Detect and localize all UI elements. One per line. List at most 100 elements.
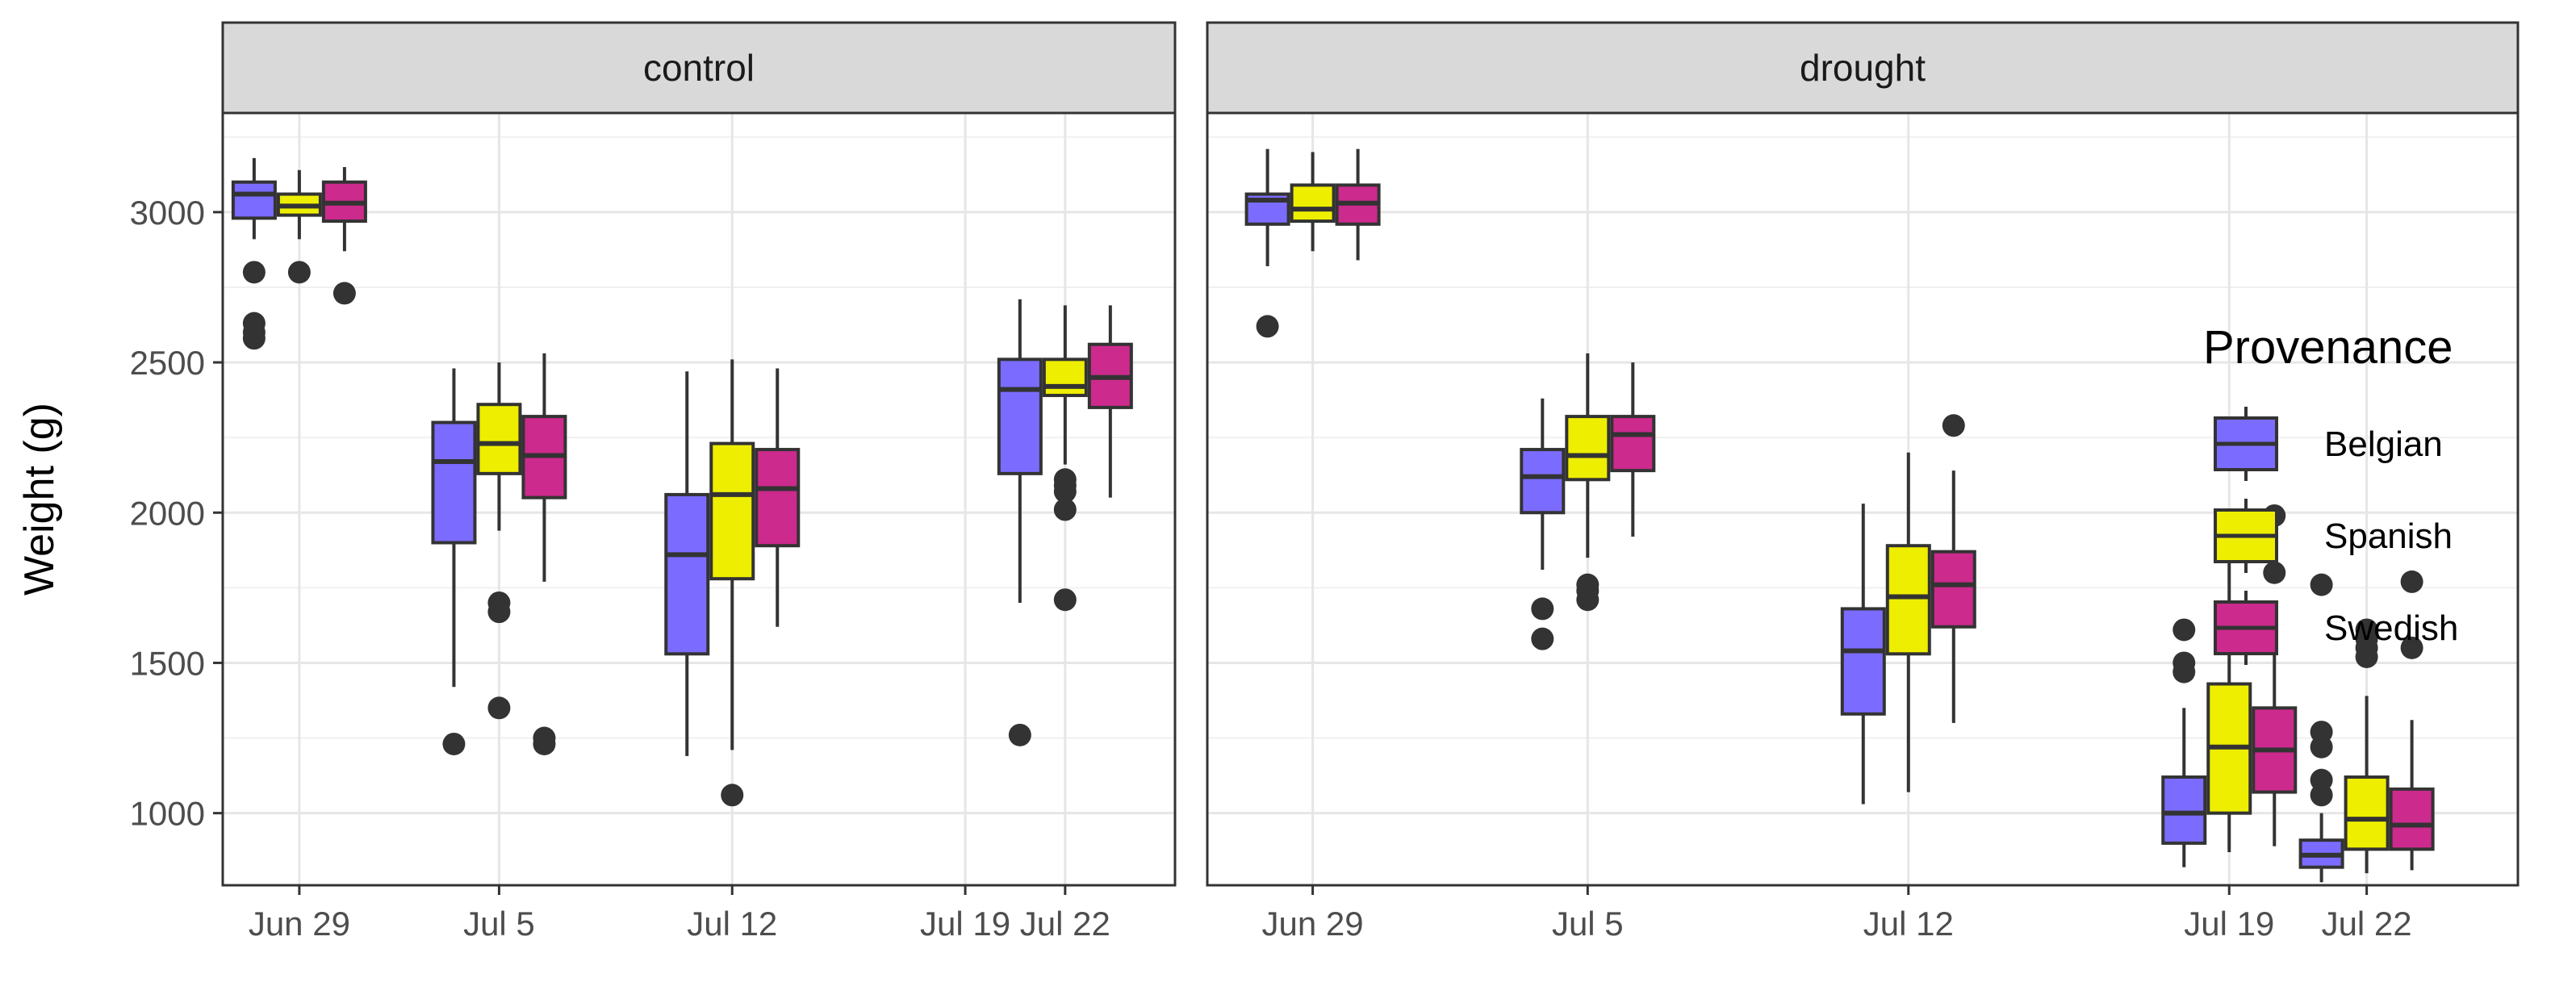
box-iqr xyxy=(1565,415,1611,482)
box-belgian-jun-29 xyxy=(1244,148,1290,338)
x-tick-label: Jun 29 xyxy=(1262,905,1364,943)
strip-background xyxy=(221,21,1177,115)
outlier-point xyxy=(1576,588,1600,612)
box-spanish-jul-5 xyxy=(1565,353,1611,612)
outlier-point xyxy=(2263,561,2286,584)
y-tick-label: 3000 xyxy=(130,194,205,232)
x-tick-label: Jul 19 xyxy=(920,905,1010,943)
box-swedish-jul-22 xyxy=(2389,570,2435,871)
box-swedish-jul-22 xyxy=(1087,305,1133,498)
box-swedish-jun-29 xyxy=(321,167,367,305)
box-spanish-jun-29 xyxy=(276,169,322,284)
box-swedish-jun-29 xyxy=(1335,148,1381,261)
box-iqr xyxy=(1840,607,1886,716)
outlier-point xyxy=(242,327,266,350)
legend-key-spanish xyxy=(2214,499,2278,573)
outlier-point xyxy=(1053,588,1077,612)
box-swedish-jul-5 xyxy=(521,353,567,755)
box-iqr xyxy=(997,357,1043,475)
y-tick-label: 1000 xyxy=(130,795,205,833)
outlier-point xyxy=(2400,636,2423,659)
legend-key-belgian xyxy=(2214,407,2278,481)
outlier-point xyxy=(1531,627,1554,650)
outlier-point xyxy=(2400,570,2423,593)
outlier-point xyxy=(2172,618,2196,642)
box-spanish-jun-29 xyxy=(1290,152,1336,252)
outlier-point xyxy=(2172,660,2196,684)
box-spanish-jul-12 xyxy=(709,359,755,807)
box-belgian-jul-12 xyxy=(664,371,710,756)
box-swedish-jul-12 xyxy=(755,368,801,627)
box-belgian-jul-22 xyxy=(997,299,1043,746)
outlier-point xyxy=(721,784,744,807)
outlier-point xyxy=(2355,645,2378,668)
outlier-point xyxy=(487,696,511,720)
box-belgian-jul-5 xyxy=(1520,398,1566,650)
box-spanish-jul-22 xyxy=(1042,305,1088,612)
y-axis: 1000 1500 2000 2500 3000 xyxy=(130,194,223,833)
box-iqr xyxy=(431,420,477,545)
box-iqr xyxy=(1042,357,1088,398)
x-tick-label: Jul 5 xyxy=(463,905,535,943)
box-swedish-jul-5 xyxy=(1610,362,1656,537)
y-tick-label: 2500 xyxy=(130,344,205,382)
box-iqr xyxy=(1885,544,1931,656)
x-tick-label: Jul 12 xyxy=(1863,905,1954,943)
outlier-point xyxy=(287,261,311,284)
legend-key-swedish xyxy=(2214,591,2278,665)
box-iqr xyxy=(2161,775,2207,845)
legend-label: Swedish xyxy=(2324,608,2458,648)
y-tick-label: 2000 xyxy=(130,494,205,532)
box-belgian-jul-22 xyxy=(2298,573,2344,883)
box-swedish-jul-12 xyxy=(1930,414,1976,723)
box-spanish-jul-19 xyxy=(2206,560,2252,853)
box-iqr xyxy=(231,180,277,220)
outlier-point xyxy=(487,600,511,624)
box-belgian-jul-12 xyxy=(1840,504,1886,805)
legend: Provenance Belgian Spanish Swedish xyxy=(2203,321,2458,665)
outlier-point xyxy=(1531,597,1554,621)
outlier-point xyxy=(332,282,356,305)
outlier-point xyxy=(533,732,556,755)
outlier-point xyxy=(1256,315,1279,338)
x-tick-label: Jun 29 xyxy=(249,905,350,943)
x-tick-label: Jul 19 xyxy=(2184,905,2274,943)
outlier-point xyxy=(2310,735,2333,759)
y-axis-title: Weight (g) xyxy=(16,403,63,596)
y-tick-label: 1500 xyxy=(130,644,205,682)
box-spanish-jul-5 xyxy=(476,362,522,720)
box-iqr xyxy=(1930,550,1976,629)
box-iqr xyxy=(755,448,801,548)
facet-panel-control: control Jun 29 Jul 5 Jul 12 Jul 19 Jul 22 xyxy=(221,21,1177,943)
outlier-point xyxy=(242,261,266,284)
outlier-point xyxy=(1942,414,1965,437)
strip-label: drought xyxy=(1800,47,1926,89)
box-iqr xyxy=(2389,787,2435,851)
strip-label: control xyxy=(643,47,755,89)
x-tick-label: Jul 12 xyxy=(687,905,777,943)
facet-panel-drought: drought Jun 29 Jul 5 Jul 12 Jul 19 Jul 22 xyxy=(1206,21,2520,943)
box-spanish-jul-12 xyxy=(1885,452,1931,792)
x-tick-label: Jul 5 xyxy=(1552,905,1624,943)
outlier-point xyxy=(1008,723,1031,746)
x-tick-label: Jul 22 xyxy=(2322,905,2412,943)
box-iqr xyxy=(1290,183,1336,224)
outlier-point xyxy=(1053,498,1077,521)
box-spanish-jul-22 xyxy=(2344,618,2390,874)
outlier-point xyxy=(2310,573,2333,596)
box-iqr xyxy=(709,441,755,581)
outlier-point xyxy=(442,732,466,755)
box-belgian-jun-29 xyxy=(231,157,277,350)
box-belgian-jul-19 xyxy=(2161,618,2207,867)
x-tick-label: Jul 22 xyxy=(1020,905,1110,943)
outlier-point xyxy=(2310,784,2333,807)
box-iqr xyxy=(2344,775,2390,851)
box-iqr xyxy=(664,492,710,656)
box-iqr xyxy=(1520,448,1566,515)
outlier-point xyxy=(1053,480,1077,504)
legend-label: Spanish xyxy=(2324,516,2453,556)
strip-background xyxy=(1206,21,2520,115)
box-iqr xyxy=(476,403,522,475)
legend-title: Provenance xyxy=(2203,321,2453,374)
